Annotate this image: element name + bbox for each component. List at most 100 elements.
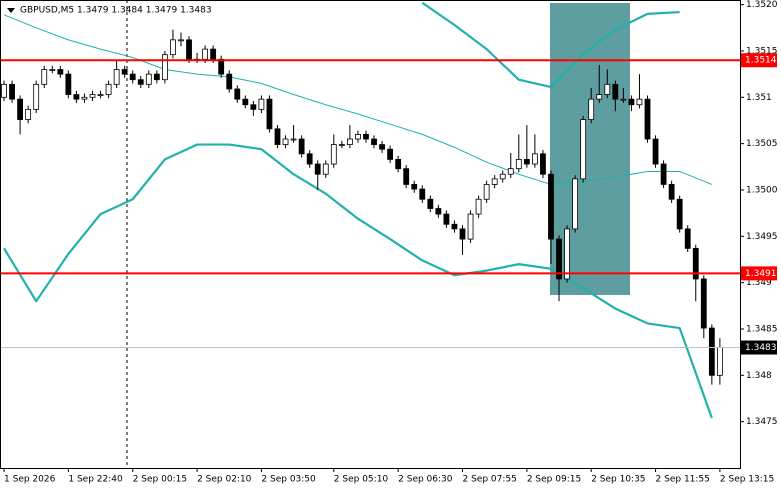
x-tick-label: 2 Sep 02:10 [197, 475, 252, 485]
candle-body [660, 163, 667, 185]
bollinger-band [3, 143, 713, 419]
candle-body [612, 83, 619, 100]
candle-body [1, 83, 7, 98]
candle-body [692, 247, 699, 280]
candle-body [17, 98, 24, 120]
candle-body [129, 73, 136, 81]
candle-body [419, 188, 426, 200]
candle-body [105, 83, 112, 95]
candle-body [242, 98, 249, 106]
candle-body [338, 144, 345, 146]
candle-body [363, 133, 369, 140]
candle-body [226, 73, 233, 90]
candle-body [210, 48, 217, 60]
candle-body [531, 153, 538, 165]
candle-body [636, 98, 643, 106]
candle-body [202, 48, 209, 60]
candle-body [556, 238, 562, 280]
candle-body [387, 148, 394, 160]
candle-body [65, 73, 72, 95]
plot-frame [0, 0, 741, 469]
candle-body [604, 83, 611, 95]
candle-body [234, 88, 241, 100]
candle-body [73, 94, 80, 100]
candle-body [572, 178, 579, 230]
candle-body [708, 327, 715, 376]
candle-body [644, 98, 651, 140]
candle-body [523, 158, 530, 165]
y-tick-label: 1.348 [746, 371, 772, 381]
candle-body [113, 69, 120, 85]
candle-body [314, 163, 321, 175]
candle-body [250, 104, 257, 110]
last-price-label: 1.3483 [745, 343, 777, 353]
candle-body [459, 228, 466, 240]
candle-body [81, 96, 88, 100]
chart-title: GBPUSD,M5 1.3479 1.3484 1.3479 1.3483 [20, 6, 212, 16]
candle-body [298, 138, 305, 155]
candle-body [258, 98, 265, 110]
last-price-bg [741, 340, 777, 355]
candle-body [515, 158, 522, 170]
x-tick-label: 1 Sep 2026 [4, 475, 56, 485]
x-tick-label: 2 Sep 09:15 [527, 475, 581, 485]
x-tick-label: 2 Sep 13:15 [720, 475, 774, 485]
y-tick-label: 1.3500 [746, 185, 778, 195]
candle-body [153, 73, 160, 81]
candle-body [274, 128, 281, 145]
candle-body [41, 69, 48, 85]
candle-body [355, 133, 361, 140]
candle-body [290, 138, 297, 141]
highlight-zone [550, 3, 630, 295]
candle-body [371, 138, 377, 145]
candle-body [499, 173, 506, 180]
candle-body [161, 54, 168, 81]
candle-body [379, 144, 385, 150]
candle-body [475, 198, 482, 215]
candle-body [540, 153, 546, 175]
y-tick-label: 1.351 [746, 93, 772, 103]
candle-body [330, 144, 337, 165]
bollinger-band [421, 1, 680, 89]
x-tick-label: 2 Sep 10:35 [591, 475, 645, 485]
bollinger-band [3, 14, 713, 185]
candle-body [322, 163, 329, 175]
level-label-bg [741, 53, 777, 68]
candle-body [403, 168, 410, 185]
candle-body [266, 98, 273, 130]
y-tick-label: 1.3505 [746, 139, 778, 149]
candle-body [282, 138, 289, 145]
candle-body [580, 119, 587, 180]
candle-body [684, 228, 691, 249]
candle-body [676, 198, 683, 230]
candle-body [491, 178, 498, 185]
candle-body [427, 198, 434, 209]
candle-body [170, 39, 176, 56]
level-label: 1.3514 [745, 56, 777, 66]
candle-body [9, 83, 15, 100]
x-tick-label: 1 Sep 22:40 [68, 475, 123, 485]
candle-body [137, 79, 144, 85]
x-tick-label: 2 Sep 07:55 [463, 475, 517, 485]
candle-body [306, 153, 313, 165]
candle-body [97, 94, 104, 96]
candle-body [588, 98, 595, 120]
candle-body [467, 213, 474, 240]
candle-body [596, 94, 603, 100]
candle-body [25, 108, 32, 120]
candle-body [49, 69, 56, 71]
candle-body [451, 223, 458, 230]
candle-body [186, 39, 192, 60]
candle-body [411, 184, 418, 190]
candle-body [652, 138, 659, 165]
candle-body [218, 58, 225, 75]
y-tick-label: 1.3475 [746, 417, 778, 427]
candle-body [435, 208, 442, 215]
y-tick-label: 1.3520 [746, 0, 778, 10]
y-tick-label: 1.349 [746, 278, 772, 288]
y-tick-label: 1.3495 [746, 232, 778, 242]
x-tick-label: 2 Sep 00:15 [133, 475, 187, 485]
candle-body [483, 184, 490, 200]
